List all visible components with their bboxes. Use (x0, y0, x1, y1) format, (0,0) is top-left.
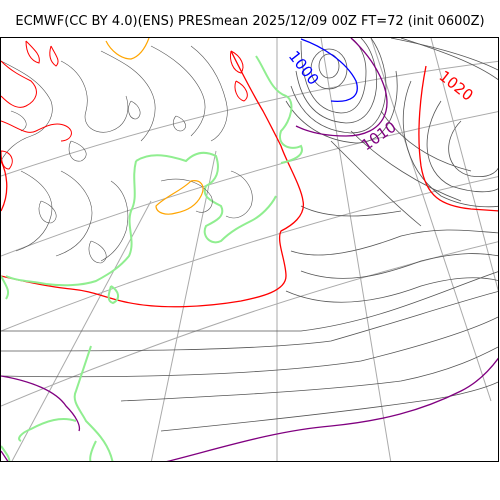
contour (230, 50, 244, 74)
contour (105, 38, 150, 60)
isobar (318, 53, 340, 79)
isobar (380, 110, 472, 172)
isobar (330, 140, 422, 227)
coastline (1, 275, 10, 300)
isobar (350, 130, 462, 202)
coastline (107, 285, 119, 305)
coastline (18, 418, 77, 442)
isobar (400, 38, 498, 81)
isobar (426, 100, 498, 193)
contour (190, 45, 228, 142)
contour (1, 60, 53, 162)
latitude-line (1, 111, 498, 257)
isobar-label-1020: 1020 (436, 67, 477, 105)
low-center-isobars (285, 38, 398, 144)
isobar (166, 357, 498, 461)
isobar (300, 38, 367, 114)
isobar (295, 38, 388, 137)
isobar (300, 253, 498, 279)
isobar-1020 (1, 50, 498, 308)
isobar (290, 229, 498, 256)
isobar (1, 375, 81, 432)
coastline (89, 440, 97, 461)
coastline (255, 55, 303, 164)
contour (88, 240, 107, 264)
isobar-label-1010: 1010 (358, 118, 400, 155)
contour (172, 115, 186, 132)
contour (225, 170, 253, 219)
isobar (402, 80, 498, 208)
contour (38, 200, 57, 224)
coastline (5, 160, 137, 287)
isobars-grey (1, 38, 498, 432)
contour (100, 50, 156, 142)
terrain-contours (1, 45, 253, 264)
coastline (135, 151, 277, 244)
map-title: ECMWF(CC BY 4.0)(ENS) PRESmean 2025/12/0… (15, 14, 485, 29)
isobar (448, 120, 498, 178)
isobar-1010 (1, 38, 498, 461)
contour (160, 178, 213, 213)
isobar (300, 38, 358, 102)
contour (15, 170, 53, 252)
latitude-line (1, 176, 498, 332)
isobar (290, 38, 387, 134)
coastline (73, 345, 114, 461)
longitude-line (370, 38, 492, 402)
isobar (285, 277, 498, 303)
isobar (295, 38, 377, 124)
terrain-contours-orange (105, 38, 204, 215)
isobar (120, 346, 498, 402)
longitude-line (320, 38, 392, 461)
isobar-1000 (300, 38, 358, 102)
isobar (300, 205, 402, 217)
isobar (418, 65, 498, 212)
contour (128, 100, 141, 120)
contour (25, 40, 40, 64)
terrain-contours-red (1, 40, 248, 170)
contour (150, 45, 206, 137)
contour (1, 120, 72, 142)
contour (234, 80, 248, 102)
coastlines (1, 55, 303, 461)
isobar (1, 316, 498, 378)
isobar (285, 70, 398, 144)
latitude-line (1, 241, 498, 407)
contour (60, 60, 129, 133)
contour (1, 150, 13, 170)
isobar (1, 271, 498, 332)
contour (1, 60, 37, 108)
contour (68, 140, 87, 162)
coastline (1, 445, 11, 461)
isobar (160, 381, 498, 432)
contour (10, 110, 27, 132)
isobar (1, 450, 9, 461)
isobar (390, 38, 498, 71)
contour (49, 45, 59, 67)
isobar (1, 50, 304, 308)
pressure-map: 1000 1010 1020 (0, 37, 499, 462)
map-canvas: 1000 1010 1020 (1, 38, 498, 461)
contour (55, 170, 93, 257)
contour (100, 180, 129, 262)
isobar-label-1000: 1000 (285, 47, 323, 88)
isobar (1, 291, 498, 352)
contour (155, 180, 204, 215)
longitude-line (11, 200, 152, 461)
